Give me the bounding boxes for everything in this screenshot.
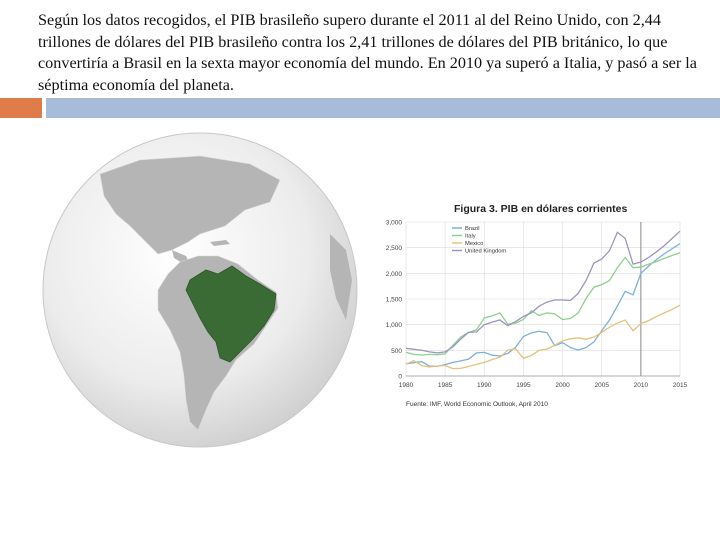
globe-map-brazil xyxy=(42,132,358,448)
x-tick-label: 2005 xyxy=(594,382,609,389)
legend-label: United Kingdom xyxy=(465,249,506,255)
y-tick-label: 3,000 xyxy=(386,220,403,227)
y-axis-ticks: 0 500 1,000 1,500 2,000 2,500 3,000 xyxy=(386,220,403,381)
x-tick-label: 1980 xyxy=(399,382,414,389)
x-tick-label: 1990 xyxy=(477,382,492,389)
accent-bar-orange xyxy=(0,98,42,118)
y-tick-label: 2,500 xyxy=(386,245,403,252)
body-paragraph: Según los datos recogidos, el PIB brasil… xyxy=(38,11,697,94)
brazil-highlight xyxy=(185,265,277,363)
series-line-united-kingdom xyxy=(405,230,681,354)
chart-gridlines xyxy=(405,221,681,377)
y-tick-label: 0 xyxy=(398,374,402,381)
chart-title: Figura 3. PIB en dólares corrientes xyxy=(454,203,627,215)
y-tick-label: 1,000 xyxy=(386,322,403,329)
y-tick-label: 2,000 xyxy=(386,271,403,278)
series-line-italy xyxy=(405,252,681,356)
x-tick-label: 1995 xyxy=(516,382,531,389)
x-tick-label: 1985 xyxy=(438,382,453,389)
x-tick-label: 2000 xyxy=(555,382,570,389)
chart-source: Fuente: IMF, World Economic Outlook, Apr… xyxy=(406,401,548,408)
legend-label: Italy xyxy=(465,234,476,240)
x-axis-ticks: 1980 1985 1990 1995 2000 2005 2010 2015 xyxy=(399,382,688,389)
x-tick-label: 2015 xyxy=(673,382,688,389)
legend-label: Brazil xyxy=(465,226,480,232)
y-tick-label: 500 xyxy=(391,348,402,355)
north-america-land xyxy=(99,155,281,255)
series-line-brazil xyxy=(405,243,681,367)
accent-bar-blue xyxy=(46,98,720,118)
series-line-mexico xyxy=(405,304,681,370)
africa-land xyxy=(330,234,352,320)
legend-label: Mexico xyxy=(465,241,483,247)
x-tick-label: 2010 xyxy=(634,382,649,389)
gdp-line-chart: Figura 3. PIB en dólares corrientes 0 500… xyxy=(386,203,688,408)
y-tick-label: 1,500 xyxy=(386,297,403,304)
chart-series xyxy=(405,230,681,370)
caribbean-island xyxy=(210,240,230,246)
